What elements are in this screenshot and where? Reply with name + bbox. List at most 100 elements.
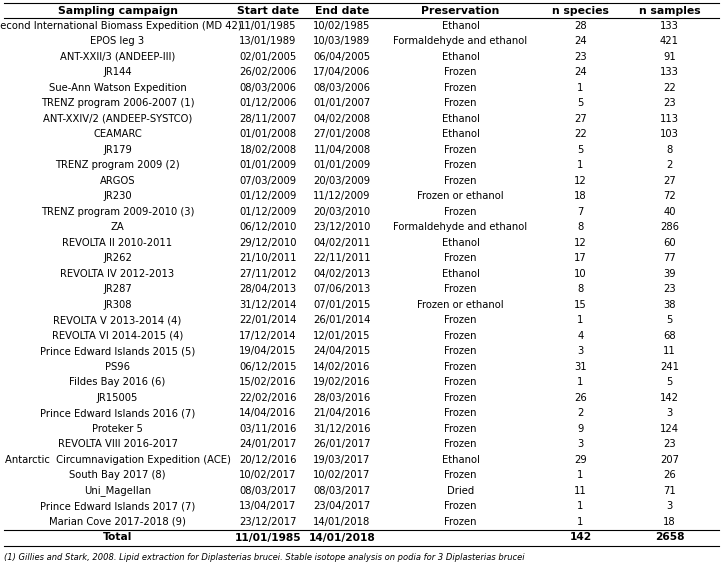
Text: Frozen: Frozen	[444, 377, 476, 387]
Text: 21/10/2011: 21/10/2011	[239, 253, 296, 263]
Text: 4: 4	[578, 330, 583, 341]
Text: Ethanol: Ethanol	[442, 52, 479, 62]
Text: Frozen: Frozen	[444, 362, 476, 372]
Text: Frozen or ethanol: Frozen or ethanol	[417, 300, 504, 310]
Text: 27/01/2008: 27/01/2008	[313, 129, 371, 139]
Text: 1: 1	[577, 315, 583, 325]
Text: Sampling campaign: Sampling campaign	[58, 6, 178, 16]
Text: 02/01/2005: 02/01/2005	[239, 52, 296, 62]
Text: 27: 27	[663, 176, 676, 186]
Text: 5: 5	[667, 377, 672, 387]
Text: Frozen: Frozen	[444, 393, 476, 403]
Text: Frozen: Frozen	[444, 439, 476, 449]
Text: Formaldehyde and ethanol: Formaldehyde and ethanol	[393, 222, 528, 233]
Text: JR144: JR144	[103, 67, 132, 77]
Text: 12: 12	[574, 238, 587, 248]
Text: 3: 3	[578, 439, 583, 449]
Text: 124: 124	[660, 424, 679, 434]
Text: n samples: n samples	[638, 6, 701, 16]
Text: 5: 5	[667, 315, 672, 325]
Text: 23/04/2017: 23/04/2017	[313, 501, 371, 511]
Text: n species: n species	[552, 6, 609, 16]
Text: 28/03/2016: 28/03/2016	[313, 393, 371, 403]
Text: 12/01/2015: 12/01/2015	[313, 330, 371, 341]
Text: 2: 2	[577, 408, 583, 418]
Text: 133: 133	[660, 21, 679, 31]
Text: 26: 26	[663, 470, 676, 480]
Text: 10: 10	[574, 269, 587, 279]
Text: EPOS leg 3: EPOS leg 3	[90, 36, 145, 46]
Text: ANT-XXIV/2 (ANDEEP-SYSTCO): ANT-XXIV/2 (ANDEEP-SYSTCO)	[43, 114, 192, 124]
Text: Ethanol: Ethanol	[442, 238, 479, 248]
Text: 22/02/2016: 22/02/2016	[239, 393, 296, 403]
Text: 2658: 2658	[655, 533, 684, 543]
Text: Uni_Magellan: Uni_Magellan	[84, 485, 151, 496]
Text: 27: 27	[574, 114, 587, 124]
Text: 31/12/2014: 31/12/2014	[239, 300, 296, 310]
Text: Frozen: Frozen	[444, 67, 476, 77]
Text: 2: 2	[667, 160, 672, 170]
Text: Frozen: Frozen	[444, 470, 476, 480]
Text: 29/12/2010: 29/12/2010	[239, 238, 296, 248]
Text: Dried: Dried	[447, 486, 474, 496]
Text: Marian Cove 2017-2018 (9): Marian Cove 2017-2018 (9)	[49, 517, 186, 527]
Text: 113: 113	[660, 114, 679, 124]
Text: 3: 3	[667, 408, 672, 418]
Text: 77: 77	[663, 253, 676, 263]
Text: JR287: JR287	[103, 284, 132, 294]
Text: 71: 71	[663, 486, 676, 496]
Text: 1: 1	[577, 517, 583, 527]
Text: 39: 39	[663, 269, 676, 279]
Text: Frozen: Frozen	[444, 145, 476, 155]
Text: Frozen: Frozen	[444, 160, 476, 170]
Text: 5: 5	[577, 99, 583, 108]
Text: 14/01/2018: 14/01/2018	[309, 533, 375, 543]
Text: 14/01/2018: 14/01/2018	[313, 517, 371, 527]
Text: 1: 1	[577, 83, 583, 93]
Text: 11/12/2009: 11/12/2009	[313, 191, 371, 201]
Text: 28/04/2013: 28/04/2013	[239, 284, 296, 294]
Text: 01/12/2009: 01/12/2009	[239, 207, 296, 217]
Text: REVOLTA VIII 2016-2017: REVOLTA VIII 2016-2017	[58, 439, 178, 449]
Text: 06/12/2010: 06/12/2010	[239, 222, 296, 233]
Text: Ethanol: Ethanol	[442, 129, 479, 139]
Text: 23: 23	[574, 52, 587, 62]
Text: Prince Edward Islands 2017 (7): Prince Edward Islands 2017 (7)	[40, 501, 195, 511]
Text: 11: 11	[574, 486, 587, 496]
Text: Second International Biomass Expedition (MD 42): Second International Biomass Expedition …	[0, 21, 241, 31]
Text: 01/01/2009: 01/01/2009	[313, 160, 371, 170]
Text: 08/03/2006: 08/03/2006	[239, 83, 296, 93]
Text: 28: 28	[574, 21, 587, 31]
Text: 1: 1	[577, 160, 583, 170]
Text: Ethanol: Ethanol	[442, 21, 479, 31]
Text: 27/11/2012: 27/11/2012	[239, 269, 297, 279]
Text: Frozen: Frozen	[444, 315, 476, 325]
Text: Frozen: Frozen	[444, 176, 476, 186]
Text: CEAMARC: CEAMARC	[93, 129, 142, 139]
Text: ARGOS: ARGOS	[100, 176, 135, 186]
Text: Frozen: Frozen	[444, 408, 476, 418]
Text: 07/01/2015: 07/01/2015	[313, 300, 371, 310]
Text: 40: 40	[663, 207, 676, 217]
Text: 13/01/1989: 13/01/1989	[239, 36, 296, 46]
Text: 19/03/2017: 19/03/2017	[313, 455, 371, 464]
Text: 91: 91	[663, 52, 676, 62]
Text: 26: 26	[574, 393, 587, 403]
Text: 31/12/2016: 31/12/2016	[313, 424, 371, 434]
Text: 17/04/2006: 17/04/2006	[313, 67, 371, 77]
Text: 11/01/1985: 11/01/1985	[235, 533, 301, 543]
Text: 20/03/2009: 20/03/2009	[314, 176, 371, 186]
Text: REVOLTA IV 2012-2013: REVOLTA IV 2012-2013	[61, 269, 174, 279]
Text: 22/01/2014: 22/01/2014	[239, 315, 296, 325]
Text: Formaldehyde and ethanol: Formaldehyde and ethanol	[393, 36, 528, 46]
Text: Prince Edward Islands 2016 (7): Prince Edward Islands 2016 (7)	[40, 408, 195, 418]
Text: 133: 133	[660, 67, 679, 77]
Text: Frozen: Frozen	[444, 501, 476, 511]
Text: 08/03/2017: 08/03/2017	[314, 486, 371, 496]
Text: Ethanol: Ethanol	[442, 114, 479, 124]
Text: 17/12/2014: 17/12/2014	[239, 330, 296, 341]
Text: 38: 38	[663, 300, 676, 310]
Text: TRENZ program 2009 (2): TRENZ program 2009 (2)	[55, 160, 180, 170]
Text: 14/04/2016: 14/04/2016	[239, 408, 296, 418]
Text: Ethanol: Ethanol	[442, 269, 479, 279]
